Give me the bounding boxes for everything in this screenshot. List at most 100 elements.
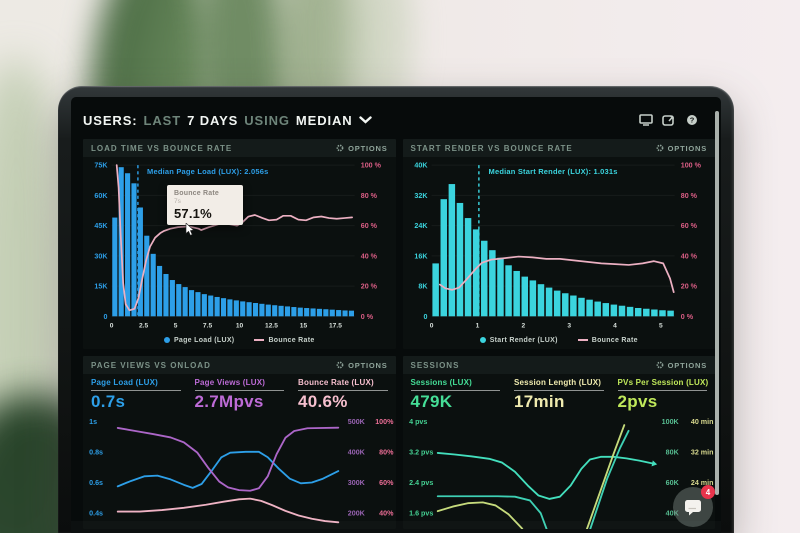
users-range-dropdown[interactable]: USERS: LAST 7 DAYS USING MEDIAN	[71, 97, 721, 137]
legend: Start Render (LUX) Bounce Rate	[403, 333, 716, 348]
gear-icon	[656, 361, 664, 369]
svg-text:0.4s: 0.4s	[89, 510, 103, 518]
gear-icon	[336, 144, 344, 152]
options-button[interactable]: OPTIONS	[336, 361, 387, 370]
svg-text:0: 0	[110, 323, 114, 330]
header-part: LAST	[143, 112, 182, 128]
svg-text:15K: 15K	[94, 283, 108, 291]
share-icon[interactable]	[662, 114, 676, 126]
svg-text:1: 1	[475, 323, 479, 330]
display-icon[interactable]	[639, 114, 653, 126]
options-button[interactable]: OPTIONS	[656, 361, 707, 370]
legend: Page Load (LUX) Bounce Rate	[83, 333, 396, 348]
svg-text:60 %: 60 %	[680, 222, 697, 230]
panel-start-render: START RENDER VS BOUNCE RATE OPTIONS 40K 1…	[402, 139, 716, 349]
svg-text:0: 0	[423, 313, 427, 321]
header-part: USERS:	[83, 112, 138, 128]
metric-pvs-per-session: PVs Per Session (LUX) 2pvs	[617, 378, 709, 411]
svg-text:100%: 100%	[375, 418, 394, 426]
svg-text:12.5: 12.5	[265, 323, 278, 330]
svg-text:16K: 16K	[414, 252, 428, 260]
svg-text:500K: 500K	[348, 418, 366, 426]
options-button[interactable]: OPTIONS	[336, 144, 387, 153]
svg-text:30K: 30K	[94, 252, 108, 260]
metrics-row: Page Load (LUX) 0.7s Page Views (LUX) 2.…	[83, 374, 396, 411]
metric-page-views: Page Views (LUX) 2.7Mpvs	[194, 378, 284, 411]
svg-text:80K: 80K	[665, 448, 679, 456]
svg-text:100 %: 100 %	[361, 162, 382, 170]
svg-text:40%: 40%	[379, 510, 394, 518]
svg-text:1.6 pvs: 1.6 pvs	[409, 510, 433, 518]
svg-text:0: 0	[104, 313, 108, 321]
help-icon[interactable]: ?	[685, 114, 699, 126]
legend-swatch	[577, 339, 588, 342]
dashboard-screen: USERS: LAST 7 DAYS USING MEDIAN	[71, 97, 721, 533]
svg-text:?: ?	[690, 116, 695, 125]
header-part: 7 DAYS	[187, 112, 239, 128]
metric-sessions: Sessions (LUX) 479K	[410, 378, 500, 411]
panel-title: LOAD TIME VS BOUNCE RATE	[91, 143, 233, 153]
svg-text:60%: 60%	[379, 479, 394, 487]
svg-text:1s: 1s	[89, 418, 97, 426]
start-render-chart-box: 40K 100 % 32K 80 % 24K 60 % 16K 40 % 8K 20 % 0 0 % 0…	[403, 157, 716, 333]
svg-text:10: 10	[236, 323, 244, 330]
svg-text:32 min: 32 min	[690, 448, 713, 456]
svg-text:24K: 24K	[414, 222, 428, 230]
svg-text:4 pvs: 4 pvs	[409, 418, 427, 426]
metric-bounce-rate: Bounce Rate (LUX) 40.6%	[298, 378, 388, 411]
svg-text:60K: 60K	[665, 479, 679, 487]
load-time-chart[interactable]: 75K 100 % 60K 80 % 45K 60 % 30K 40 % 15K 20 % 0 0 %…	[83, 157, 396, 333]
svg-text:3: 3	[567, 323, 571, 330]
metric-page-load: Page Load (LUX) 0.7s	[91, 378, 181, 411]
sessions-chart[interactable]: 4 pvs 3.2 pvs 2.4 pvs 1.6 pvs 100K 80K 60K 40K 4…	[403, 411, 716, 529]
dashboard-grid: LOAD TIME VS BOUNCE RATE OPTIONS 75K 100 …	[71, 137, 721, 529]
svg-text:4: 4	[613, 323, 617, 330]
svg-text:5: 5	[174, 323, 178, 330]
options-button[interactable]: OPTIONS	[656, 144, 707, 153]
svg-text:200K: 200K	[348, 510, 366, 518]
svg-text:40K: 40K	[414, 162, 428, 170]
svg-text:80 %: 80 %	[361, 192, 378, 200]
svg-text:20 %: 20 %	[361, 283, 378, 291]
svg-text:32K: 32K	[414, 192, 428, 200]
scrollbar[interactable]	[715, 111, 719, 495]
svg-text:75K: 75K	[94, 162, 108, 170]
median-annotation: Median Start Render (LUX): 1.031s	[488, 167, 618, 176]
svg-text:80%: 80%	[379, 448, 394, 456]
svg-text:100 %: 100 %	[680, 162, 701, 170]
header-part: MEDIAN	[295, 112, 353, 128]
svg-text:24 min: 24 min	[690, 479, 713, 487]
metrics-row: Sessions (LUX) 479K Session Length (LUX)…	[403, 374, 716, 411]
chat-button[interactable]: 4	[673, 485, 715, 527]
svg-text:3.2 pvs: 3.2 pvs	[409, 448, 433, 456]
gear-icon	[336, 361, 344, 369]
svg-text:0: 0	[429, 323, 433, 330]
svg-text:0.6s: 0.6s	[89, 479, 103, 487]
svg-text:100K: 100K	[661, 418, 679, 426]
legend-swatch	[479, 337, 486, 344]
svg-text:7.5: 7.5	[203, 323, 213, 330]
page-views-chart[interactable]: 1s 0.8s 0.6s 0.4s 500K 400K 300K 200K 100% 80% 60%…	[83, 411, 396, 529]
svg-text:400K: 400K	[348, 448, 366, 456]
svg-text:17.5: 17.5	[329, 323, 342, 330]
svg-text:45K: 45K	[94, 222, 108, 230]
header-part: USING	[244, 112, 290, 128]
svg-text:40 min: 40 min	[690, 418, 713, 426]
svg-text:40 %: 40 %	[361, 252, 378, 260]
start-render-chart[interactable]: 40K 100 % 32K 80 % 24K 60 % 16K 40 % 8K 20 % 0 0 % 0…	[403, 157, 716, 333]
svg-text:5: 5	[659, 323, 663, 330]
legend-swatch	[163, 337, 170, 344]
svg-text:2.5: 2.5	[139, 323, 149, 330]
bounce-rate-tooltip: Bounce Rate 7s 57.1%	[167, 185, 243, 225]
svg-text:80 %: 80 %	[680, 192, 697, 200]
svg-text:40 %: 40 %	[680, 252, 697, 260]
notification-badge: 4	[701, 485, 715, 499]
mouse-cursor-icon	[185, 223, 195, 236]
gear-icon	[656, 144, 664, 152]
laptop: USERS: LAST 7 DAYS USING MEDIAN	[58, 86, 734, 533]
svg-text:2: 2	[521, 323, 525, 330]
panel-sessions: SESSIONS OPTIONS Sessions (LUX) 479K	[402, 356, 716, 529]
panel-page-views: PAGE VIEWS VS ONLOAD OPTIONS Page Load (…	[83, 356, 396, 529]
chevron-down-icon	[358, 116, 372, 124]
